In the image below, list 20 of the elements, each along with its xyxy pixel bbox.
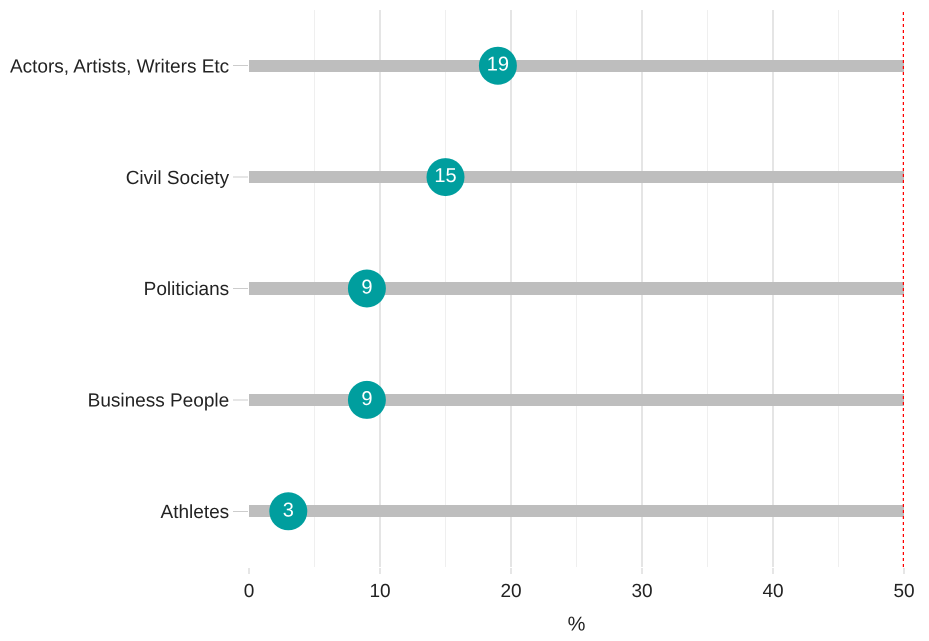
- x-tick-label: 50: [893, 580, 915, 602]
- x-tick-label: 10: [369, 580, 391, 602]
- x-axis-title: %: [568, 613, 586, 636]
- data-label: 9: [361, 276, 372, 298]
- data-label: 9: [361, 388, 372, 410]
- y-tick-label: Politicians: [144, 279, 230, 300]
- y-tick-label: Actors, Artists, Writers Etc: [10, 56, 230, 78]
- point: [348, 270, 386, 308]
- point: [348, 380, 386, 419]
- data-label: 19: [486, 54, 510, 76]
- x-tick-label: 20: [500, 580, 522, 602]
- point: [269, 492, 308, 530]
- data-label: 15: [434, 165, 457, 188]
- x-tick-label: 40: [762, 580, 784, 602]
- y-tick-label: Business People: [88, 390, 230, 412]
- y-tick-label: Athletes: [160, 502, 230, 523]
- x-tick-label: 0: [244, 580, 254, 602]
- x-tick-label: 30: [631, 580, 653, 602]
- data-label: 3: [282, 499, 294, 522]
- y-tick-label: Civil Society: [126, 168, 230, 189]
